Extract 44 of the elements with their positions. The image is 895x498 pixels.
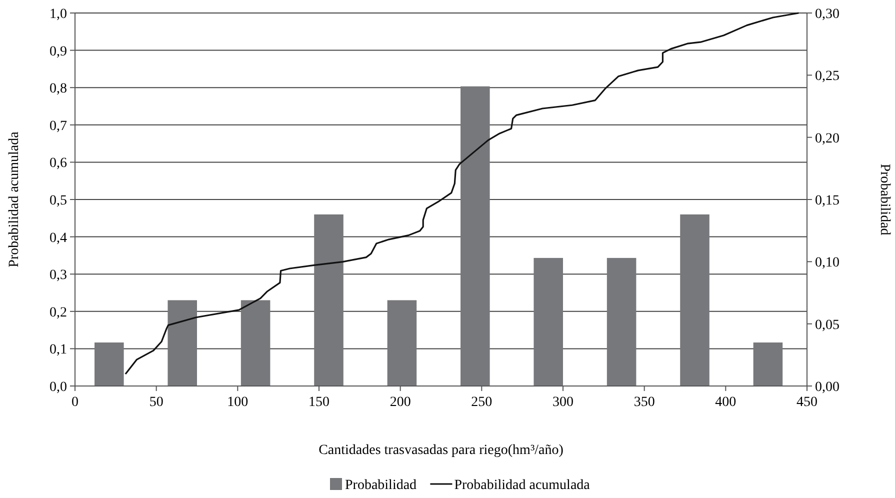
bar bbox=[606, 258, 636, 386]
x-tick-label: 100 bbox=[227, 395, 248, 410]
y-tick-label: 0,7 bbox=[50, 118, 67, 134]
y-tick-label: 0,8 bbox=[50, 82, 67, 97]
x-axis-title: Cantidades trasvasadas para riego(hm³/año) bbox=[318, 443, 564, 458]
y-tick-label: 0,6 bbox=[50, 156, 67, 172]
x-tick-label: 300 bbox=[552, 395, 574, 410]
line-series bbox=[124, 12, 800, 375]
y2-axis-title: Probabilidad bbox=[877, 164, 892, 236]
x-tick-label: 200 bbox=[390, 395, 411, 410]
y2-tick-label: 0,25 bbox=[815, 69, 840, 84]
x-tick-label: 450 bbox=[796, 395, 818, 410]
y-tick-label: 0,4 bbox=[50, 230, 67, 246]
x-tick-label: 150 bbox=[308, 395, 330, 410]
x-tick-label: 250 bbox=[471, 395, 492, 410]
y-tick-label: 0,9 bbox=[50, 44, 67, 60]
y-tick-label: 0,5 bbox=[50, 194, 67, 208]
y-axis-title: Probabilidad acumulada bbox=[7, 130, 22, 268]
bar bbox=[94, 342, 124, 386]
x-tick-label: 350 bbox=[634, 395, 655, 410]
bar bbox=[240, 300, 270, 386]
bar bbox=[387, 300, 417, 386]
y2-tick-label: 0,05 bbox=[815, 318, 840, 333]
x-tick-label: 400 bbox=[715, 395, 736, 410]
bar bbox=[680, 214, 710, 386]
bar bbox=[534, 258, 563, 386]
y2-tick-label: 0,00 bbox=[815, 380, 840, 395]
y2-tick-label: 0,15 bbox=[815, 194, 840, 208]
y-tick-label: 0,2 bbox=[50, 305, 67, 320]
x-tick-label: 50 bbox=[149, 395, 164, 410]
y-tick-label: 0,1 bbox=[50, 342, 67, 358]
legend-label: Probabilidad acumulada bbox=[454, 478, 591, 493]
y-tick-label: 1,0 bbox=[50, 7, 67, 22]
x-tick-label: 0 bbox=[72, 395, 78, 410]
y2-tick-label: 0,10 bbox=[815, 256, 840, 271]
y2-tick-label: 0,20 bbox=[815, 131, 840, 146]
y-tick-label: 0,3 bbox=[50, 268, 67, 284]
legend-label: Probabilidad bbox=[345, 478, 417, 493]
bar bbox=[314, 214, 344, 386]
y-tick-label: 0,0 bbox=[50, 380, 67, 395]
bar bbox=[168, 300, 197, 386]
bar bbox=[753, 342, 783, 386]
y2-tick-label: 0,30 bbox=[815, 7, 840, 22]
bar bbox=[460, 86, 490, 386]
